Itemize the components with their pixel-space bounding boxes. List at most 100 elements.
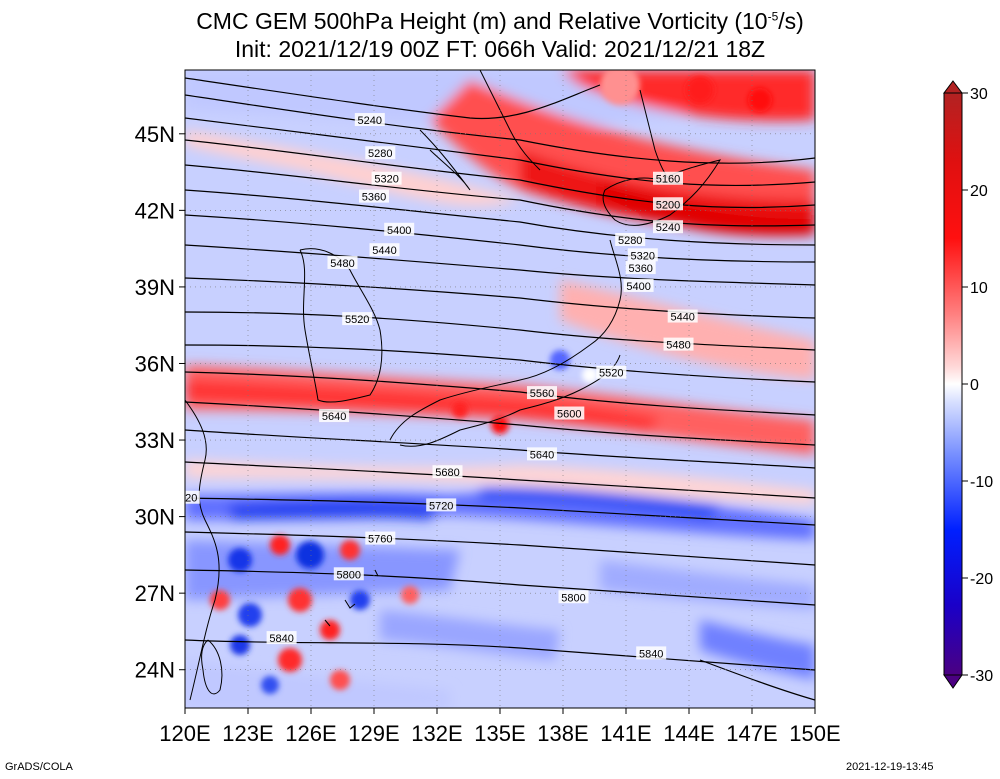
contour-label-bg xyxy=(636,646,667,660)
contour-label: 5520 xyxy=(345,314,369,326)
contour-label: 5400 xyxy=(626,281,650,293)
contour-label-bg xyxy=(558,590,589,604)
contour-label: 5800 xyxy=(337,569,361,581)
lat-lon-grid xyxy=(185,70,815,708)
lat-tick-label: 30N xyxy=(135,505,175,530)
contour-label-bg xyxy=(354,113,385,127)
contour-label-bg xyxy=(384,222,415,236)
contour-label: 5280 xyxy=(618,235,642,247)
contour-label: 5480 xyxy=(330,258,354,270)
contour-label-bg xyxy=(596,365,627,379)
contour-label: 5640 xyxy=(322,411,346,423)
colorbar-tick-label: -10 xyxy=(970,474,993,491)
colorbar-tick-label: 20 xyxy=(970,183,988,200)
lon-tick-label: 132E xyxy=(411,721,462,746)
footer-timestamp: 2021-12-19-13:45 xyxy=(846,761,934,773)
contour-label-bg xyxy=(342,312,373,326)
lat-tick-label: 39N xyxy=(135,275,175,300)
contour-label: 5200 xyxy=(656,199,680,211)
lon-tick-label: 120E xyxy=(159,721,210,746)
map-title-line1: CMC GEM 500hPa Height (m) and Relative V… xyxy=(196,8,804,34)
contour-label-bg xyxy=(653,197,683,211)
contour-label: 5320 xyxy=(374,174,398,186)
contour-label: 5360 xyxy=(362,192,386,204)
contour-label: 5520 xyxy=(599,368,623,380)
contour-label: 5400 xyxy=(387,225,411,237)
contour-label-bg xyxy=(371,171,402,185)
contour-label-bg xyxy=(327,255,358,269)
contour-label: 5840 xyxy=(269,633,293,645)
contour-label-bg xyxy=(623,278,654,292)
colorbar-tick-label: -30 xyxy=(970,668,993,685)
contour-label: 5160 xyxy=(656,174,680,186)
colorbar-top-arrow xyxy=(943,80,963,94)
colorbar-bottom-arrow xyxy=(943,674,963,689)
contour-label: 5360 xyxy=(628,263,652,275)
contour-label: 5640 xyxy=(530,449,554,461)
lat-tick-label: 45N xyxy=(135,122,175,147)
lon-tick-label: 135E xyxy=(474,721,525,746)
contour-label: 5560 xyxy=(530,388,554,400)
contour-labels: 5240528053205360540054405480552051605200… xyxy=(185,113,698,660)
lat-tick-label: 27N xyxy=(135,581,175,606)
contour-label-bg xyxy=(527,447,557,461)
vorticity-field: 5240528053205360540054405480552051605200… xyxy=(185,70,815,708)
map-title-line2: Init: 2021/12/19 00Z FT: 066h Valid: 202… xyxy=(234,36,766,62)
lon-tick-label: 150E xyxy=(789,721,840,746)
contour-label: 5760 xyxy=(368,534,392,546)
contour-label-bg xyxy=(527,386,557,400)
colorbar: 30 20 10 0 -10 -20 -30 xyxy=(943,80,993,689)
contour-label-bg xyxy=(554,406,585,420)
colorbar-tick-label: 30 xyxy=(970,86,988,103)
contour-label-bg xyxy=(615,232,646,246)
contour-label: 5240 xyxy=(656,222,680,234)
contour-label: 5440 xyxy=(670,312,694,324)
contour-label: 5680 xyxy=(435,467,459,479)
lon-tick-label: 123E xyxy=(222,721,273,746)
contour-label-bg xyxy=(653,220,683,234)
contour-label-bg xyxy=(319,409,350,423)
latitude-axis: 45N 42N 39N 36N 33N 30N 27N 24N xyxy=(135,122,185,683)
contour-label-bg xyxy=(365,146,396,160)
contour-label-bg xyxy=(627,248,658,262)
lon-tick-label: 147E xyxy=(726,721,777,746)
lat-tick-label: 24N xyxy=(135,658,175,683)
contour-label-bg xyxy=(333,567,364,581)
lon-tick-label: 129E xyxy=(348,721,399,746)
lat-tick-label: 42N xyxy=(135,198,175,223)
contour-label: 20 xyxy=(185,493,197,505)
longitude-axis: 120E 123E 126E 129E 132E 135E 138E 141E 144E 147E… xyxy=(159,708,841,746)
lat-tick-label: 33N xyxy=(135,428,175,453)
lon-tick-label: 141E xyxy=(600,721,651,746)
contour-label: 5280 xyxy=(368,148,392,160)
contour-label-bg xyxy=(426,498,457,512)
contour-label-bg xyxy=(266,631,297,645)
colorbar-tick-label: 10 xyxy=(970,280,988,297)
contour-label: 5440 xyxy=(372,245,396,257)
contour-label: 5800 xyxy=(561,592,585,604)
contour-label: 5840 xyxy=(639,648,663,660)
contour-label-bg xyxy=(667,309,698,323)
contour-label-bg xyxy=(432,465,463,479)
contour-label-bg xyxy=(663,337,694,351)
contour-label: 5320 xyxy=(631,250,655,262)
lon-tick-label: 138E xyxy=(537,721,588,746)
contour-label: 5480 xyxy=(666,340,690,352)
lon-tick-label: 126E xyxy=(285,721,336,746)
contour-label: 5600 xyxy=(557,409,581,421)
lat-tick-label: 36N xyxy=(135,351,175,376)
footer-credit: GrADS/COLA xyxy=(5,761,73,773)
height-contours xyxy=(185,77,815,701)
contour-label-bg xyxy=(359,189,389,203)
contour-label: 5240 xyxy=(358,115,382,127)
contour-label-bg xyxy=(365,531,396,545)
lon-tick-label: 144E xyxy=(663,721,714,746)
contour-label-bg xyxy=(653,171,683,185)
colorbar-tick-label: -20 xyxy=(970,571,993,588)
contour-label-bg xyxy=(369,243,400,257)
contour-label: 5720 xyxy=(429,500,453,512)
colorbar-gradient xyxy=(943,92,963,676)
contour-label-bg xyxy=(185,490,200,504)
colorbar-tick-label: 0 xyxy=(970,377,979,394)
